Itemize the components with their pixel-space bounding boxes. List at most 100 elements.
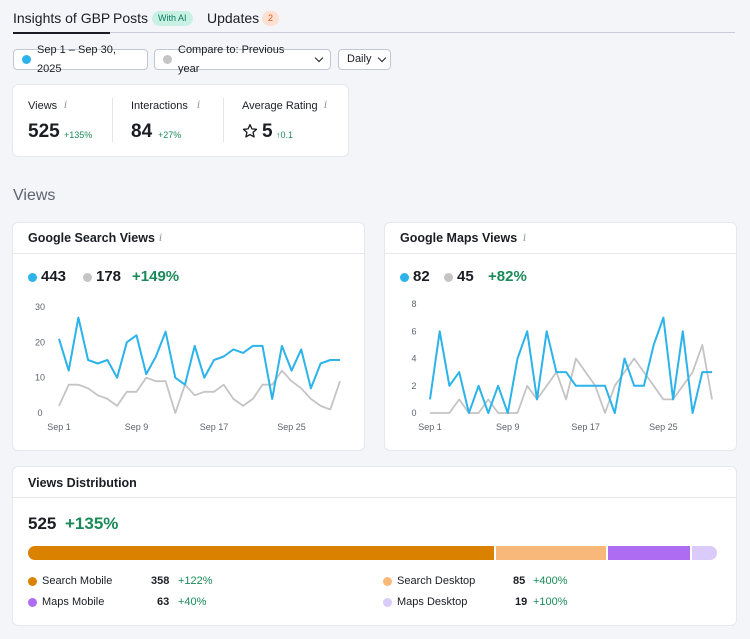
kpi-divider [223, 98, 224, 142]
y-tick-label: 6 [411, 326, 416, 336]
distribution-segment-maps-mobile[interactable] [608, 546, 691, 560]
x-tick-label: Sep 17 [571, 422, 600, 432]
chevron-down-icon [314, 53, 324, 63]
x-tick-label: Sep 1 [418, 422, 442, 432]
tab-insights[interactable]: Insights of GBP [13, 10, 111, 34]
compare-dropdown[interactable]: Compare to: Previous year [154, 44, 331, 75]
top-tabs: Insights of GBP Posts With AI Updates 2 [0, 0, 750, 36]
y-tick-label: 2 [411, 381, 416, 391]
granularity-dropdown[interactable]: Daily [338, 49, 391, 70]
current-period-dot [22, 55, 31, 64]
granularity-label: Daily [347, 53, 372, 65]
x-tick-label: Sep 25 [277, 422, 306, 432]
card-header-divider [385, 253, 736, 254]
updates-count-badge: 2 [262, 11, 279, 26]
compare-period-dot [163, 55, 172, 64]
y-tick-label: 0 [37, 408, 42, 418]
y-tick-label: 0 [411, 408, 416, 418]
maps-views-chart: 0 2 4 6 8 Sep 1 Sep 9 Sep 17 Sep 25 [411, 299, 713, 432]
legend-value: 19 [515, 596, 528, 608]
star-icon [242, 124, 258, 138]
legend-dot [383, 576, 392, 586]
y-tick-label: 10 [35, 373, 45, 383]
tab-posts[interactable]: Posts [113, 10, 149, 26]
current-series-line [58, 316, 340, 400]
kpi-views-delta: +135% [64, 130, 93, 140]
chevron-down-icon [378, 53, 387, 63]
search-change: +149% [132, 268, 180, 285]
legend-dot [28, 576, 37, 586]
kpi-rating-delta: ↑0.1 [276, 130, 294, 140]
legend-label: Search Mobile [42, 575, 113, 587]
legend-delta: +400% [533, 575, 568, 587]
kpi-interactions-value: 84 [131, 121, 153, 142]
current-series-line [429, 316, 712, 414]
card-header-divider [13, 253, 364, 254]
legend-dot [383, 597, 392, 607]
legend-delta: +100% [533, 596, 568, 608]
search-views-chart: 0 10 20 30 Sep 1 Sep 9 Sep 17 Sep 25 [35, 302, 341, 432]
kpi-interactions-label: Interactions [131, 100, 188, 112]
kpi-rating-value: 5 [262, 121, 273, 142]
current-legend-dot [400, 273, 409, 282]
maps-previous-total: 45 [457, 268, 474, 285]
legend-item-maps-desktop: Maps Desktop [383, 596, 467, 608]
distribution-change: +135% [65, 514, 119, 533]
info-icon[interactable]: i [197, 100, 201, 111]
legend-value: 85 [513, 575, 526, 587]
search-current-total: 443 [41, 268, 67, 285]
kpi-interactions-delta: +27% [158, 130, 182, 140]
kpi-divider [112, 98, 113, 142]
info-icon[interactable]: i [324, 100, 328, 111]
maps-card-title: Google Maps Views [400, 231, 518, 245]
distribution-total: 525 [28, 514, 57, 533]
y-tick-label: 8 [411, 299, 416, 309]
x-tick-label: Sep 9 [496, 422, 520, 432]
search-card-title: Google Search Views [28, 231, 155, 245]
legend-label: Search Desktop [397, 575, 476, 587]
tab-updates[interactable]: Updates [207, 10, 260, 26]
x-tick-label: Sep 1 [47, 422, 71, 432]
info-icon[interactable]: i [523, 233, 527, 244]
legend-item-maps-mobile: Maps Mobile [28, 596, 104, 608]
kpi-views-value: 525 [28, 121, 60, 142]
legend-item-search-mobile: Search Mobile [28, 575, 112, 587]
x-tick-label: Sep 25 [649, 422, 678, 432]
previous-legend-dot [444, 273, 453, 282]
info-icon[interactable]: i [64, 100, 68, 111]
section-title-views: Views [13, 187, 56, 204]
legend-item-search-desktop: Search Desktop [383, 575, 475, 587]
y-tick-label: 30 [35, 302, 45, 312]
x-tick-label: Sep 9 [125, 422, 149, 432]
distribution-segment-search-mobile[interactable] [28, 546, 494, 560]
tabs-divider [13, 32, 735, 33]
distribution-segment-search-desktop[interactable] [495, 546, 607, 560]
legend-dot [28, 597, 37, 607]
compare-label: Compare to: Previous year [178, 43, 285, 75]
date-range-label: Sep 1 – Sep 30, 2025 [37, 43, 116, 75]
maps-change: +82% [488, 268, 527, 285]
card-header-divider [13, 497, 736, 498]
search-views-card [13, 223, 364, 450]
x-tick-label: Sep 17 [200, 422, 229, 432]
current-legend-dot [28, 273, 37, 282]
y-tick-label: 4 [411, 354, 416, 364]
previous-legend-dot [83, 273, 92, 282]
legend-value: 63 [157, 596, 170, 608]
distribution-title: Views Distribution [28, 476, 137, 490]
kpi-rating-label: Average Rating [242, 100, 318, 112]
legend-value: 358 [151, 575, 170, 587]
kpi-views-label: Views [28, 100, 58, 112]
previous-series-line [58, 369, 341, 414]
legend-delta: +40% [178, 596, 207, 608]
legend-label: Maps Desktop [397, 596, 468, 608]
legend-label: Maps Mobile [42, 596, 105, 608]
kpi-card [13, 85, 348, 156]
info-icon[interactable]: i [159, 233, 163, 244]
maps-current-total: 82 [413, 268, 430, 285]
legend-delta: +122% [178, 575, 213, 587]
distribution-segment-maps-desktop[interactable] [692, 546, 717, 560]
y-tick-label: 20 [35, 337, 45, 347]
with-ai-badge: With AI [152, 11, 193, 26]
date-range-picker[interactable]: Sep 1 – Sep 30, 2025 [13, 44, 148, 75]
